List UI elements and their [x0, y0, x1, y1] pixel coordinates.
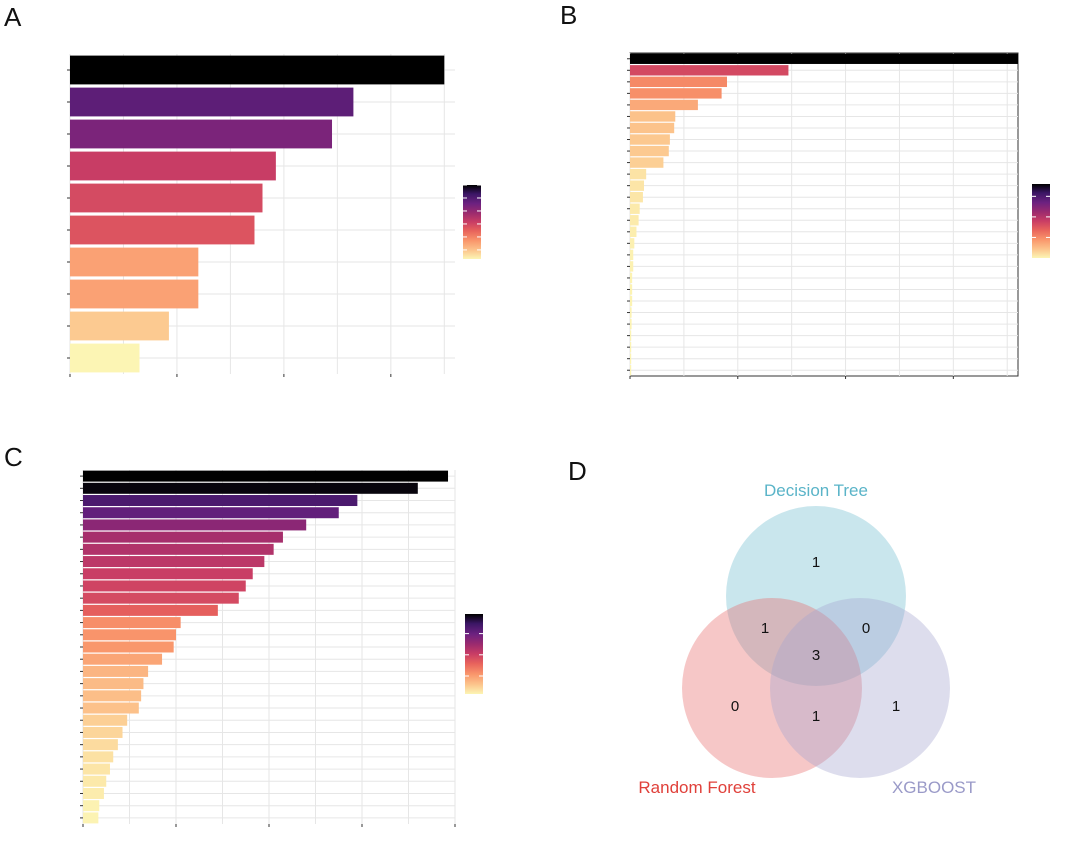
venn-count-dt-only: 1 [812, 554, 820, 571]
venn-count-rf-xg: 1 [812, 708, 820, 725]
bar-dnmt1 [70, 55, 445, 85]
bar-rrm2 [70, 247, 199, 277]
venn-diagram: Decision Tree Random Forest XGBOOST 1 1 … [638, 481, 976, 797]
bar-tp53 [630, 76, 727, 88]
bar-hif1a [83, 726, 123, 738]
bar-ythdf2 [83, 690, 142, 702]
bar-tet1 [83, 775, 107, 787]
bar-tet1 [630, 330, 632, 341]
legend-colorbar [465, 614, 483, 694]
bar-tlr8 [83, 495, 358, 507]
bar-nop2 [70, 119, 333, 149]
random-forest-chart [80, 470, 483, 827]
bar-dnmt1 [630, 53, 1018, 64]
bar-tlr7 [630, 122, 675, 134]
bar-nsun4 [83, 665, 149, 677]
bar-tlr8 [70, 151, 276, 181]
panel-letter-a: A [4, 2, 22, 32]
bar-ybx1 [630, 365, 632, 376]
bar-nsun6 [83, 617, 181, 629]
bar-pkm [630, 168, 647, 180]
venn-count-dt-xg: 0 [862, 620, 870, 637]
legend-colorbar [463, 185, 481, 259]
bar-ythdf2 [630, 341, 632, 353]
venn-label-xgboost: XGBOOST [892, 778, 976, 797]
bar-nsun4 [630, 157, 664, 168]
venn-circle-xgboost [770, 598, 950, 778]
bar-fabp5 [83, 580, 246, 592]
bar-dnmt3a [630, 249, 634, 261]
bar-mettl3 [83, 568, 253, 580]
bar-nsun6 [630, 134, 670, 145]
venn-count-rf-only: 0 [731, 698, 739, 715]
bar-siah1 [630, 307, 632, 318]
bar-mbd4 [83, 653, 163, 665]
bar-fabp5 [70, 311, 169, 341]
legend-colorbar [1032, 184, 1050, 258]
bar-fabp5 [630, 111, 676, 122]
bar-mettl3 [630, 226, 637, 237]
bar-elavl1 [630, 180, 645, 191]
venn-label-random-forest: Random Forest [638, 778, 755, 797]
venn-count-xg-only: 1 [892, 698, 900, 715]
bar-dnmt1 [83, 482, 418, 494]
bar-rrm2 [630, 145, 669, 157]
bar-rrm2 [83, 556, 265, 568]
venn-count-all: 3 [812, 647, 820, 664]
bar-thoc3 [630, 215, 639, 226]
panel-letter-b: B [560, 0, 578, 30]
bar-nsun2 [83, 531, 283, 543]
bar-thoc3 [83, 592, 239, 604]
xgboost-chart [627, 52, 1050, 379]
bar-alkbh2 [83, 812, 99, 824]
bar-hif1a [630, 238, 635, 249]
bar-tlr8 [630, 65, 789, 76]
panel-letter-c: C [4, 442, 23, 472]
bar-elavl1 [70, 183, 263, 213]
bar-alkbh2 [630, 284, 633, 295]
bar-qsox1 [83, 714, 128, 726]
venn-label-decision-tree: Decision Tree [764, 481, 868, 500]
bar-nop2 [83, 507, 339, 519]
bar-tlr7 [83, 678, 144, 690]
bar-pkm [83, 641, 174, 653]
bar-mbd4 [630, 295, 633, 307]
bar-dnmt3a [83, 702, 139, 714]
bar-tp53 [83, 470, 449, 482]
bar-nsun2 [630, 99, 698, 111]
bar-tlr3 [630, 272, 633, 284]
bar-tp53 [70, 87, 354, 117]
venn-count-dt-rf: 1 [761, 620, 769, 637]
bar-pfkfb4 [83, 519, 307, 531]
bar-dicer1 [630, 203, 640, 214]
bar-cdk1 [83, 543, 274, 555]
bar-tet2 [83, 787, 104, 799]
venn-circle-decision-tree [726, 506, 906, 686]
bar-cdk1 [630, 261, 634, 272]
panel-letter-d: D [568, 456, 587, 486]
bar-pkm [70, 343, 140, 373]
venn-circle-random-forest [682, 598, 862, 778]
bar-cdk1 [70, 279, 199, 309]
bar-siah1 [83, 763, 110, 775]
bar-qsox1 [630, 318, 632, 330]
bar-tlr3 [83, 800, 100, 812]
bar-nop2 [630, 192, 643, 203]
bar-ybx1 [83, 751, 114, 763]
decision-tree-chart [67, 54, 481, 377]
bar-nsun3 [630, 353, 632, 364]
bar-pfkfb4 [630, 88, 722, 99]
bar-nsun3 [83, 629, 176, 641]
bar-elavl1 [83, 604, 218, 616]
bar-dicer1 [83, 739, 118, 751]
bar-nsun2 [70, 215, 255, 245]
